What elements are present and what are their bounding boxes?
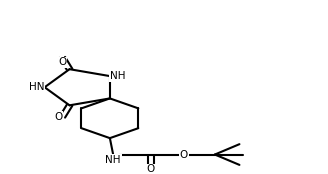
Text: O: O [179, 149, 188, 160]
Text: O: O [54, 112, 62, 122]
Text: NH: NH [110, 71, 125, 81]
Text: NH: NH [105, 155, 121, 165]
Text: O: O [147, 164, 155, 174]
Text: O: O [58, 57, 66, 67]
Text: HN: HN [29, 82, 45, 92]
